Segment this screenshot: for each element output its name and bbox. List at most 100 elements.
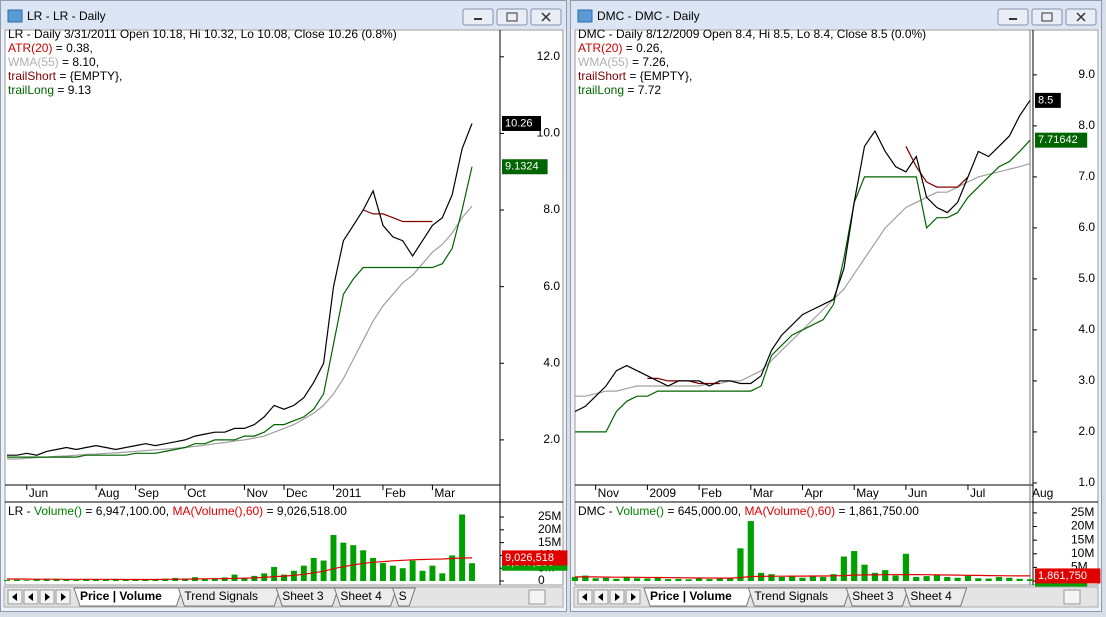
- value-badge-label: 7.71642: [1038, 134, 1078, 146]
- minimize-button[interactable]: [997, 8, 1029, 26]
- y-tick-label: 4.0: [1078, 322, 1095, 336]
- sheet-tab[interactable]: [391, 587, 416, 607]
- price-line: [7, 123, 473, 456]
- y-tick-label: 8.0: [543, 202, 560, 216]
- sheet-tab[interactable]: [177, 587, 281, 607]
- sheet-tab[interactable]: [333, 587, 398, 607]
- volume-bar: [768, 574, 775, 581]
- volume-bar: [221, 577, 228, 581]
- legend-text: trailLong: [578, 83, 624, 97]
- legend-text: = 8.10,: [59, 55, 99, 69]
- sheet-tab[interactable]: [275, 587, 340, 607]
- volume-bar: [727, 577, 734, 581]
- volume-bar: [360, 550, 367, 581]
- value-badge-label: 9,026,518: [505, 552, 554, 564]
- sheet-tab-label: S: [399, 589, 407, 603]
- tab-nav-glyph: [45, 593, 50, 601]
- maximize-button[interactable]: [1031, 8, 1063, 26]
- volume-bar: [985, 578, 992, 581]
- x-tick-label: May: [856, 486, 879, 500]
- volume-bar: [861, 564, 868, 581]
- volume-bar: [241, 577, 248, 581]
- volume-bar: [4, 579, 10, 581]
- volume-bar: [944, 576, 951, 581]
- scroll-thumb[interactable]: [528, 589, 546, 605]
- legend-text: DMC -: [578, 504, 616, 518]
- legend-text: LR - Daily 3/31/2011 Open 10.18, Hi 10.3…: [8, 27, 397, 41]
- y-tick-label: 1.0: [1078, 475, 1095, 489]
- sheet-tab[interactable]: [73, 587, 184, 607]
- legend-text: DMC - Daily 8/12/2009 Open 8.4, Hi 8.5, …: [578, 27, 926, 41]
- volume-bar: [1016, 578, 1023, 581]
- value-badge: [502, 115, 541, 131]
- volume-bar: [913, 576, 920, 581]
- x-tick-label: Nov: [598, 486, 619, 500]
- volume-bar: [644, 578, 651, 581]
- sheet-tab[interactable]: [845, 587, 910, 607]
- volume-bar: [778, 576, 785, 581]
- legend-text: ATR(20): [8, 41, 52, 55]
- volume-bar: [809, 575, 816, 581]
- volume-bar: [43, 578, 50, 581]
- volume-bar: [830, 574, 837, 581]
- volume-y-tick-label: 20M: [538, 522, 561, 536]
- price-line: [7, 205, 473, 460]
- minimize-button[interactable]: [462, 8, 494, 26]
- volume-bar: [439, 573, 446, 581]
- window-title: LR - LR - Daily: [27, 9, 106, 23]
- volume-legend: LR - Volume() = 6,947,100.00, MA(Volume(…: [8, 504, 347, 518]
- volume-bar: [300, 565, 307, 581]
- volume-bar: [1006, 577, 1013, 581]
- volume-bar: [737, 548, 744, 581]
- value-badge-label: 9.1324: [505, 161, 539, 173]
- legend-text: = {EMPTY},: [626, 69, 692, 83]
- volume-bar: [1026, 579, 1034, 581]
- tab-nav-glyph: [12, 593, 17, 601]
- x-tick-label: Feb: [385, 486, 406, 500]
- y-tick-label: 6.0: [543, 279, 560, 293]
- volume-bar: [840, 556, 847, 581]
- volume-bar: [13, 579, 20, 581]
- volume-bar: [716, 578, 723, 581]
- tab-nav-glyph: [598, 593, 603, 601]
- volume-bar: [201, 578, 208, 581]
- legend-line: trailLong = 9.13: [8, 83, 91, 97]
- maximize-glyph: [506, 12, 518, 22]
- x-tick-label: Aug: [98, 486, 119, 500]
- volume-bar: [933, 575, 941, 581]
- volume-bar: [695, 578, 703, 581]
- x-tick-label: Mar: [753, 486, 774, 500]
- x-tick-label: Feb: [701, 486, 722, 500]
- legend-text: WMA(55): [578, 55, 629, 69]
- legend-text: = 0.38,: [52, 41, 92, 55]
- value-badge: [1035, 568, 1101, 584]
- value-badge: [1035, 92, 1061, 108]
- legend-line: WMA(55) = 8.10,: [8, 55, 99, 69]
- maximize-button[interactable]: [496, 8, 528, 26]
- volume-bar: [613, 578, 620, 581]
- y-tick-label: 4.0: [543, 355, 560, 369]
- volume-bar: [469, 563, 475, 581]
- sheet-tab[interactable]: [903, 587, 968, 607]
- volume-bar: [954, 577, 961, 581]
- x-tick-label: Jul: [970, 486, 985, 500]
- x-tick-label: Jun: [29, 486, 48, 500]
- volume-bar: [281, 574, 287, 581]
- volume-bar: [271, 566, 278, 581]
- volume-bar: [429, 565, 436, 581]
- y-tick-label: 6.0: [1078, 220, 1095, 234]
- volume-bar: [602, 577, 610, 581]
- volume-bar: [340, 542, 347, 581]
- volume-bar: [399, 568, 406, 581]
- scroll-thumb[interactable]: [1063, 589, 1081, 605]
- sheet-tab[interactable]: [643, 587, 754, 607]
- sheet-tab-label: Sheet 3: [852, 589, 894, 603]
- volume-bar: [370, 557, 377, 581]
- x-tick-label: Dec: [286, 486, 307, 500]
- volume-bar: [623, 576, 630, 581]
- volume-ma-line: [7, 557, 473, 581]
- volume-bar: [882, 570, 889, 581]
- sheet-tab[interactable]: [747, 587, 851, 607]
- volume-bar: [449, 555, 456, 581]
